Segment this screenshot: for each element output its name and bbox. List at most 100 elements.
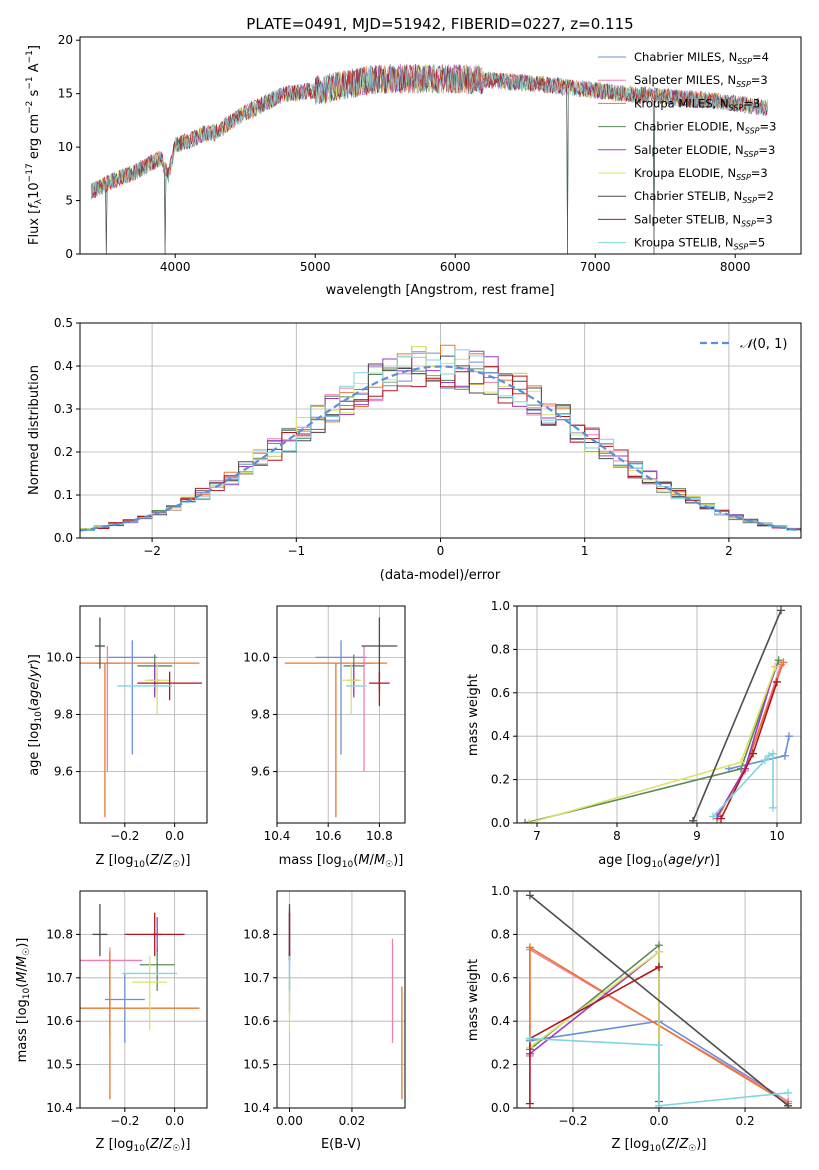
errorbar-chabrier-stelib (94, 617, 105, 669)
series-line (529, 950, 660, 1108)
point-marker (717, 814, 725, 823)
y-tick-label: 1.0 (491, 884, 510, 898)
y-tick-label: 10.0 (46, 650, 73, 664)
legend-label: Chabrier MILES, NSSP=4 (634, 50, 769, 66)
y-axis-label: Flux [fλ10−17 erg cm−2 s−1 A−1] (25, 45, 44, 245)
mass-vs-metallicity-panel: −0.2 0.0 10.4 10.5 10.6 10.7 10.8 Z [log10(Z/Z☉… (15, 890, 208, 1154)
y-tick-label: 0.4 (491, 729, 510, 743)
series-line (728, 736, 790, 770)
x-tick-label: 10.8 (366, 829, 393, 843)
data-marks (90, 63, 768, 254)
legend-label: Salpeter MILES, NSSP=3 (634, 73, 768, 89)
x-tick-label: 10 (769, 829, 784, 843)
y-tick-label: 0.8 (491, 927, 510, 941)
plot-area (277, 891, 405, 1108)
x-tick-label: 9 (693, 829, 701, 843)
x-tick-label: 0.02 (339, 1114, 366, 1128)
errorbar-kroupa-elodie (144, 663, 170, 715)
x-tick-label: 0.00 (276, 1114, 303, 1128)
y-tick-label: 0.1 (54, 488, 73, 502)
series-salpeter-elodie (525, 947, 663, 1106)
x-tick-label: 0 (437, 544, 445, 558)
y-tick-label: 9.8 (251, 708, 270, 722)
y-tick-label: 0.0 (54, 531, 73, 545)
legend-label: Salpeter STELIB, NSSP=3 (634, 212, 773, 228)
data-marks (521, 606, 793, 823)
y-tick-label: 20 (58, 33, 73, 47)
data-marks (284, 617, 398, 818)
errorbar-chabrier-stelib (92, 904, 108, 957)
errorbar-chabrier-miles (315, 640, 367, 755)
series-line (692, 609, 782, 822)
grid (517, 606, 801, 823)
plot-area (80, 891, 207, 1108)
errorbar-kroupa-miles (80, 662, 200, 818)
y-tick-label: 15 (58, 87, 73, 101)
y-tick-label: 0.3 (54, 402, 73, 416)
age-vs-metallicity-panel: −0.2 0.0 9.6 9.8 10.0 Z [log10(Z/Z☉)] age [log… (27, 605, 208, 870)
y-tick-label: 0.5 (54, 316, 73, 330)
figure-title: PLATE=0491, MJD=51942, FIBERID=0227, z=0… (246, 15, 633, 33)
data-marks (80, 344, 801, 532)
x-tick-label: 0.0 (165, 829, 184, 843)
point-marker (525, 1034, 534, 1043)
y-tick-label: 10.6 (46, 1014, 73, 1028)
series-kroupa-stelib (709, 749, 777, 821)
point-marker (525, 819, 533, 823)
mass-weight-vs-metallicity-panel: −0.2 0.0 0.2 0.0 0.2 0.4 0.6 0.8 1.0 Z [log10(Z/Z… (466, 884, 802, 1154)
legend: Chabrier MILES, NSSP=4 Salpeter MILES, NS… (598, 50, 776, 252)
point-marker (749, 749, 757, 758)
point-marker (773, 677, 781, 686)
series-line (524, 660, 780, 823)
point-marker (521, 819, 529, 823)
y-tick-label: 0.2 (54, 445, 73, 459)
x-axis-label: Z [log10(Z/Z☉)] (612, 1137, 707, 1154)
axes-frame (516, 605, 802, 824)
y-tick-label: 0.2 (491, 773, 510, 787)
histogram-salpeter-stelib (80, 366, 801, 531)
data-marks (525, 891, 793, 1108)
series-line (529, 1037, 789, 1107)
y-tick-label: 0.0 (491, 1101, 510, 1115)
x-tick-label: 0.0 (649, 1114, 668, 1128)
plot-area (277, 606, 405, 823)
y-axis-label: mass weight (466, 674, 481, 756)
legend-label: Kroupa ELODIE, NSSP=3 (634, 166, 768, 182)
y-tick-label: 0.6 (491, 971, 510, 985)
x-tick-label: 10.6 (315, 829, 342, 843)
x-tick-label: −0.2 (110, 1114, 139, 1128)
x-tick-label: 5000 (300, 260, 331, 274)
y-tick-label: 0.6 (491, 686, 510, 700)
point-marker (769, 749, 777, 758)
y-tick-label: 0.8 (491, 642, 510, 656)
point-marker (525, 943, 534, 952)
spectrum-line-salpeter-stelib (90, 63, 768, 199)
errorbar-kroupa-elodie (132, 956, 168, 1030)
point-marker (785, 732, 793, 741)
errorbar-kroupa-elodie (341, 663, 362, 715)
normal-reference-curve (80, 365, 801, 532)
y-tick-label: 9.8 (54, 708, 73, 722)
x-tick-label: 7 (533, 829, 541, 843)
spectrum-line-chabrier-stelib (90, 64, 768, 254)
x-axis-label: age [log10(age/yr)] (598, 853, 720, 870)
series-chabrier-elodie (525, 941, 663, 1108)
y-tick-label: 10.6 (243, 1014, 270, 1028)
y-tick-label: 10.8 (243, 927, 270, 941)
mass-weight-vs-age-panel: 7 8 9 10 0.0 0.2 0.4 0.6 0.8 1.0 age [log10(age/yr… (466, 599, 802, 870)
point-marker (655, 947, 663, 956)
point-marker (525, 1099, 534, 1108)
x-tick-label: 4000 (160, 260, 191, 274)
point-marker (771, 662, 780, 671)
y-tick-label: 10.8 (46, 927, 73, 941)
x-tick-label: 0.0 (165, 1114, 184, 1128)
series-kroupa-stelib (525, 1034, 793, 1108)
x-tick-label: 2 (725, 544, 733, 558)
data-marks (80, 904, 200, 1100)
y-axis-label: mass weight (466, 959, 481, 1041)
series-salpeter-elodie (713, 662, 780, 821)
errorbar-chabrier-miles (107, 640, 158, 755)
point-marker (781, 751, 789, 760)
legend-label: Kroupa STELIB, NSSP=5 (634, 236, 765, 252)
